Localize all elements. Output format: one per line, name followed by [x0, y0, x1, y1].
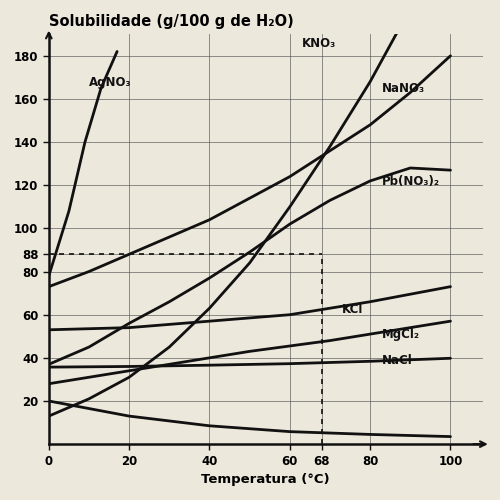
Text: KCl: KCl	[342, 302, 363, 316]
Text: NaNO₃: NaNO₃	[382, 82, 426, 96]
Text: NaCl: NaCl	[382, 354, 413, 368]
Text: AgNO₃: AgNO₃	[89, 76, 132, 89]
Text: MgCl₂: MgCl₂	[382, 328, 420, 342]
X-axis label: Temperatura (°C): Temperatura (°C)	[202, 473, 330, 486]
Text: Solubilidade (g/100 g de H₂O): Solubilidade (g/100 g de H₂O)	[49, 14, 294, 29]
Text: KNO₃: KNO₃	[302, 37, 336, 50]
Text: Pb(NO₃)₂: Pb(NO₃)₂	[382, 175, 440, 188]
